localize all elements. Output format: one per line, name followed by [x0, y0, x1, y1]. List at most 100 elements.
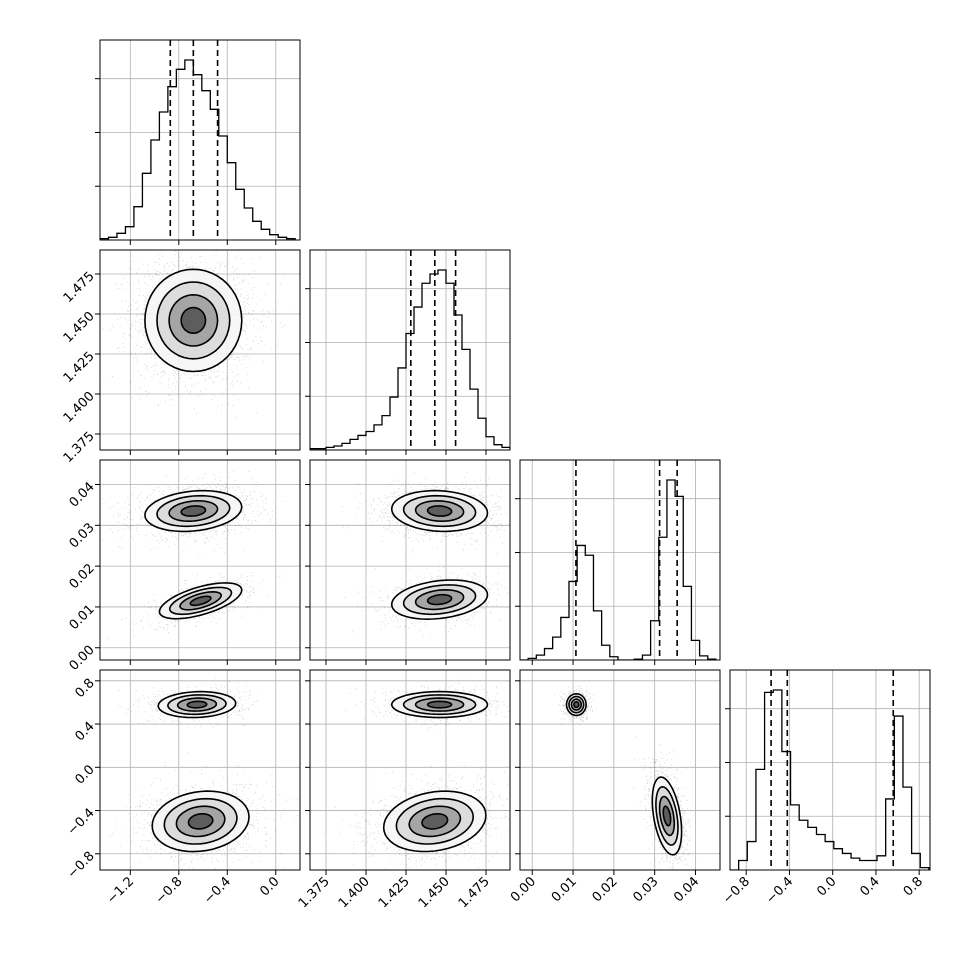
contour-line: [163, 797, 238, 845]
contour-line: [167, 694, 227, 716]
contour-line: [390, 579, 489, 621]
contour-line: [176, 697, 218, 712]
contour-line: [662, 805, 672, 827]
contour-line: [573, 701, 580, 709]
density-fill: [427, 701, 452, 708]
scatter-panel-2-3: 0.00 0.01 0.02 0.03 0.04: [508, 669, 721, 905]
density-fill: [422, 813, 448, 829]
contour-line: [408, 805, 462, 838]
contour-line: [186, 700, 208, 709]
contour-line: [402, 584, 477, 616]
x-tick-label: 0.0: [814, 874, 839, 899]
panel-frame: [519, 459, 721, 661]
histogram-step-line: [310, 269, 510, 450]
y-tick-label: 0.00: [67, 643, 98, 674]
y-tick-label: 0.03: [67, 520, 98, 551]
histogram-panel-3: −0.8 −0.4 0.0 0.4 0.8: [720, 669, 931, 907]
contour-line: [402, 694, 477, 716]
histogram-step-line: [520, 479, 717, 660]
panel-frame: [729, 669, 931, 871]
contour-line: [187, 813, 214, 830]
density-fill: [190, 596, 211, 606]
contour-line: [180, 306, 207, 335]
y-tick-label: 1.425: [61, 349, 98, 386]
scatter-panel-1-3: 1.375 1.400 1.425 1.450 1.475: [296, 669, 511, 911]
histogram-panel-0: [95, 39, 301, 245]
histogram-panel-2: [515, 459, 721, 665]
histogram-step-line: [100, 59, 296, 240]
contour-line: [168, 586, 233, 616]
x-tick-label: 0.03: [630, 874, 661, 905]
contour-line: [156, 494, 231, 528]
contour-line: [395, 797, 475, 845]
x-tick-label: 1.375: [296, 874, 333, 911]
density-fill: [188, 813, 213, 829]
density-fill: [187, 701, 207, 708]
x-tick-label: 0.00: [508, 874, 539, 905]
x-tick-label: 0.4: [858, 874, 883, 899]
contour-line: [655, 785, 679, 846]
panel-frame: [99, 669, 301, 871]
contour-line: [414, 499, 465, 522]
x-tick-label: 1.425: [376, 874, 413, 911]
y-tick-label: 1.400: [61, 389, 98, 426]
contour-line: [382, 790, 487, 853]
contour-line: [426, 505, 453, 517]
x-tick-label: 0.01: [549, 874, 580, 905]
x-tick-label: 1.450: [416, 874, 453, 911]
contour-line: [402, 494, 477, 528]
y-tick-label: −0.8: [65, 849, 98, 882]
x-tick-label: −0.8: [720, 874, 753, 907]
contour-line: [158, 582, 243, 620]
panel-frame: [309, 669, 511, 871]
x-tick-label: 1.475: [456, 874, 493, 911]
panel-frame: [99, 459, 301, 661]
contour-line: [421, 813, 449, 830]
sample-points: [554, 685, 699, 870]
y-tick-label: −0.4: [65, 806, 98, 839]
histogram-panel-1: [305, 249, 511, 455]
scatter-panel-0-2: 0.00 0.01 0.02 0.03 0.04: [67, 459, 301, 674]
contour-line: [168, 293, 219, 347]
contour-line: [189, 595, 212, 607]
contour-line: [426, 700, 453, 709]
y-tick-label: 1.450: [61, 309, 98, 346]
contour-line: [658, 795, 676, 837]
contour-line: [390, 690, 489, 719]
density-fill: [427, 594, 452, 605]
y-tick-label: 0.4: [72, 719, 97, 744]
contour-line: [179, 590, 223, 611]
x-tick-label: 1.400: [336, 874, 373, 911]
contour-line: [175, 805, 226, 838]
scatter-panel-0-3: −1.2 −0.8 −0.4 0.0−0.8−0.40.00.40.8: [65, 669, 301, 907]
density-fill: [181, 307, 206, 334]
contour-line: [144, 489, 243, 533]
x-tick-label: 0.0: [257, 874, 282, 899]
x-tick-label: −1.2: [104, 874, 137, 907]
sample-points: [341, 472, 510, 638]
contour-line: [151, 790, 250, 853]
panel-frame: [99, 249, 301, 451]
x-tick-label: 0.02: [590, 874, 621, 905]
panel-frame: [99, 39, 301, 241]
contour-line: [414, 697, 465, 712]
contour-line: [651, 776, 683, 856]
x-tick-label: −0.4: [763, 874, 796, 907]
contour-line: [414, 588, 465, 611]
scatter-panel-1-2: [305, 459, 511, 665]
y-tick-label: 0.02: [67, 561, 98, 592]
contour-line: [390, 489, 489, 533]
y-tick-label: 1.375: [61, 429, 98, 466]
x-tick-label: 0.8: [901, 874, 926, 899]
contour-line: [570, 698, 582, 711]
contour-line: [168, 500, 219, 522]
y-tick-label: 0.01: [67, 602, 98, 633]
contour-line: [157, 690, 237, 719]
panel-frame: [519, 669, 721, 871]
contour-line: [180, 505, 207, 517]
contour-line: [144, 268, 243, 373]
y-tick-label: 1.475: [61, 269, 98, 306]
contour-line: [568, 695, 585, 714]
